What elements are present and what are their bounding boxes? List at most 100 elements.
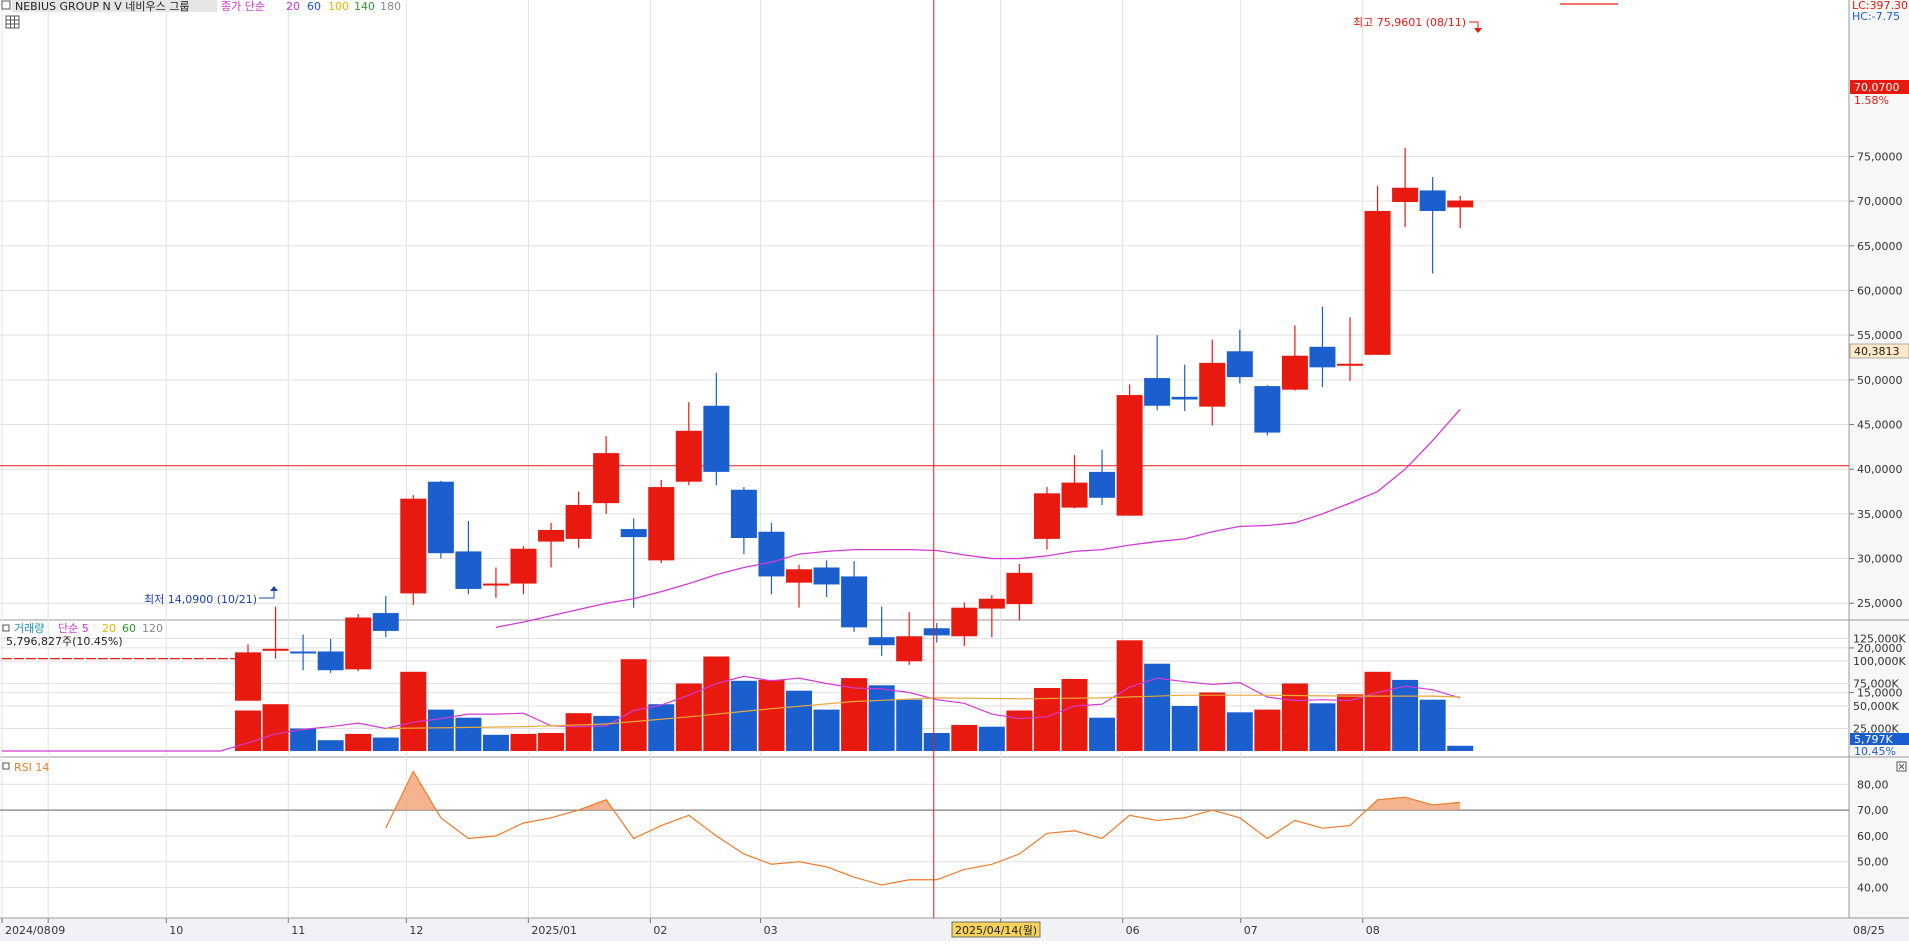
candle-body[interactable]	[1199, 362, 1226, 407]
candle-body[interactable]	[951, 607, 978, 637]
candle-body[interactable]	[620, 529, 647, 538]
candle-body[interactable]	[1144, 378, 1171, 406]
volume-bar[interactable]	[923, 733, 950, 751]
volume-bar[interactable]	[1281, 683, 1308, 752]
volume-bar[interactable]	[538, 733, 565, 751]
volume-bar[interactable]	[1089, 717, 1116, 751]
volume-bar[interactable]	[1447, 745, 1474, 751]
candle-body[interactable]	[538, 529, 565, 542]
volume-panel[interactable]	[2, 640, 1474, 752]
volume-bar[interactable]	[1116, 640, 1143, 751]
volume-bar[interactable]	[1254, 709, 1281, 751]
candle-body[interactable]	[1364, 210, 1391, 355]
rsi-settings-icon[interactable]	[1896, 761, 1907, 772]
volume-bar[interactable]	[648, 704, 675, 751]
volume-bar[interactable]	[1033, 688, 1060, 751]
volume-bar[interactable]	[427, 709, 454, 751]
table-icon[interactable]	[5, 15, 20, 29]
volume-bar[interactable]	[1419, 699, 1446, 751]
candle-body[interactable]	[1447, 200, 1474, 208]
volume-bar[interactable]	[1309, 703, 1336, 751]
candle-body[interactable]	[1171, 396, 1198, 400]
candle-body[interactable]	[455, 551, 482, 589]
candle-body[interactable]	[730, 489, 757, 538]
candle-body[interactable]	[675, 430, 702, 482]
candle-body[interactable]	[1089, 471, 1116, 498]
volume-bar[interactable]	[372, 737, 399, 752]
volume-bar[interactable]	[1171, 706, 1198, 751]
volume-bar[interactable]	[510, 733, 537, 751]
volume-bar[interactable]	[345, 733, 372, 751]
volume-bar[interactable]	[565, 713, 592, 751]
candle-body[interactable]	[1006, 572, 1033, 605]
candle-body[interactable]	[510, 548, 537, 584]
candle-body[interactable]	[758, 531, 785, 577]
candle-body[interactable]	[593, 453, 620, 504]
volume-bar[interactable]	[317, 740, 344, 751]
volume-bar[interactable]	[1392, 679, 1419, 751]
candle-body[interactable]	[262, 648, 289, 651]
volume-bar[interactable]	[482, 734, 509, 751]
volume-bar[interactable]	[262, 704, 289, 751]
candle-body[interactable]	[427, 481, 454, 554]
candle-body[interactable]	[1033, 493, 1060, 539]
candle-body[interactable]	[482, 583, 509, 586]
volume-bar[interactable]	[455, 717, 482, 751]
price-panel[interactable]	[0, 147, 1849, 701]
volume-bar[interactable]	[758, 679, 785, 751]
volume-bar[interactable]	[593, 715, 620, 751]
rsi-line[interactable]	[385, 770, 1461, 886]
volume-bar[interactable]	[841, 678, 868, 751]
candle-body[interactable]	[923, 628, 950, 636]
volume-bar[interactable]	[703, 656, 730, 752]
volume-bar[interactable]	[1226, 712, 1253, 751]
volume-bar[interactable]	[400, 671, 427, 751]
candle-body[interactable]	[813, 567, 840, 585]
candle-body[interactable]	[896, 636, 923, 662]
candle-body[interactable]	[841, 576, 868, 628]
volume-bar[interactable]	[1199, 692, 1226, 752]
volume-bar[interactable]	[1364, 671, 1391, 751]
ma20-line[interactable]	[495, 408, 1461, 628]
candle-body[interactable]	[1226, 351, 1253, 378]
candle-body[interactable]	[235, 652, 261, 701]
candle-body[interactable]	[978, 598, 1005, 609]
candle-body[interactable]	[868, 637, 895, 646]
candle-body[interactable]	[648, 487, 675, 561]
volume-bar[interactable]	[290, 728, 317, 752]
candle-body[interactable]	[1419, 190, 1446, 211]
candle-body[interactable]	[290, 651, 317, 654]
volume-ma20-line[interactable]	[385, 694, 1461, 730]
collapse-icon[interactable]	[1, 0, 11, 10]
rsi-collapse-icon[interactable]	[2, 762, 10, 770]
volume-collapse-icon[interactable]	[2, 624, 10, 632]
volume-bar[interactable]	[730, 680, 757, 751]
volume-bar[interactable]	[1144, 663, 1171, 751]
candle-body[interactable]	[565, 504, 592, 539]
volume-bar[interactable]	[620, 659, 647, 751]
volume-bar[interactable]	[896, 699, 923, 751]
volume-bar[interactable]	[1061, 679, 1088, 751]
candle-body[interactable]	[786, 569, 812, 583]
candle-body[interactable]	[1254, 386, 1281, 433]
candle-body[interactable]	[1116, 395, 1143, 516]
volume-bar[interactable]	[1337, 694, 1363, 751]
candle-body[interactable]	[317, 651, 344, 671]
volume-ma5-line[interactable]	[2, 675, 1461, 752]
candle-body[interactable]	[400, 498, 427, 594]
candle-body[interactable]	[1281, 355, 1308, 390]
candle-body[interactable]	[345, 617, 372, 670]
candle-body[interactable]	[1392, 187, 1419, 203]
candle-body[interactable]	[703, 405, 730, 472]
volume-bar[interactable]	[235, 710, 261, 752]
volume-bar[interactable]	[786, 690, 812, 751]
volume-bar[interactable]	[868, 685, 895, 751]
candle-body[interactable]	[372, 613, 399, 631]
candle-body[interactable]	[1061, 482, 1088, 508]
volume-bar[interactable]	[951, 724, 978, 751]
rsi-panel[interactable]	[0, 770, 1849, 886]
volume-bar[interactable]	[978, 726, 1005, 751]
volume-bar[interactable]	[813, 709, 840, 751]
